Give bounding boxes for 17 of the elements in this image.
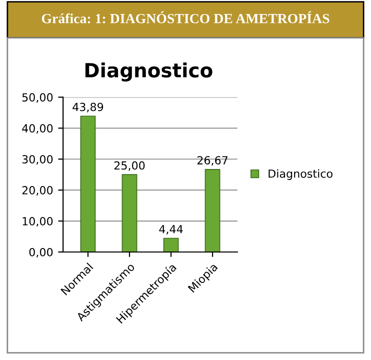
legend-label: Diagnostico <box>268 169 332 180</box>
y-tick-label: 50,00 <box>22 93 53 103</box>
y-tick-label: 0,00 <box>29 248 53 258</box>
y-tick-label: 20,00 <box>22 186 53 196</box>
data-label: 43,89 <box>72 102 104 112</box>
y-tick-label: 40,00 <box>22 124 53 134</box>
chart-title: Gráfica: 1: DIAGNÓSTICO DE AMETROPÍAS <box>42 11 330 24</box>
data-label: 4,44 <box>159 225 183 234</box>
data-label: 25,00 <box>114 161 145 171</box>
bar <box>122 174 138 252</box>
y-tick-label: 30,00 <box>22 155 53 165</box>
bar <box>163 238 179 252</box>
data-label: 26,67 <box>197 156 228 166</box>
bar <box>80 116 96 252</box>
y-tick-label: 10,00 <box>22 217 53 227</box>
bar <box>204 169 220 252</box>
chart-subtitle: Diagnostico <box>85 62 212 82</box>
